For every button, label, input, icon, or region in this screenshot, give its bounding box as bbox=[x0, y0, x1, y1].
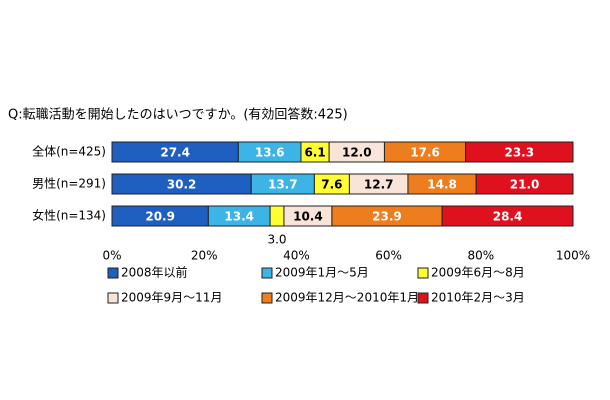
value-label: 6.1 bbox=[304, 146, 325, 160]
value-label: 12.7 bbox=[364, 178, 394, 192]
legend-label: 2009年1月～5月 bbox=[275, 266, 369, 280]
x-tick-label: 80% bbox=[467, 249, 494, 263]
value-label: 20.9 bbox=[145, 210, 175, 224]
x-tick-label: 0% bbox=[102, 249, 121, 263]
value-label: 13.7 bbox=[268, 178, 298, 192]
category-label: 全体(n=425) bbox=[32, 144, 106, 159]
x-tick-label: 20% bbox=[191, 249, 218, 263]
chart-title: Q:転職活動を開始したのはいつですか。(有効回答数:425) bbox=[8, 107, 348, 123]
legend-label: 2010年2月～3月 bbox=[431, 291, 525, 305]
value-label: 7.6 bbox=[321, 178, 342, 192]
value-label: 30.2 bbox=[167, 178, 197, 192]
bar-segment bbox=[441, 205, 574, 227]
bar-segment bbox=[475, 173, 574, 195]
legend-swatch bbox=[261, 292, 273, 304]
value-label: 17.6 bbox=[410, 146, 440, 160]
x-tick-label: 60% bbox=[375, 249, 402, 263]
category-label: 女性(n=134) bbox=[32, 208, 106, 223]
value-label: 28.4 bbox=[493, 210, 523, 224]
value-label: 3.0 bbox=[267, 233, 286, 247]
legend-swatch bbox=[417, 267, 429, 279]
x-tick-label: 40% bbox=[283, 249, 310, 263]
legend-swatch bbox=[417, 292, 429, 304]
legend-swatch bbox=[107, 292, 119, 304]
bar-segment bbox=[269, 205, 285, 227]
legend-label: 2008年以前 bbox=[121, 265, 188, 280]
value-label: 12.0 bbox=[342, 146, 372, 160]
value-label: 23.3 bbox=[504, 146, 534, 160]
value-label: 23.9 bbox=[372, 210, 402, 224]
legend-label: 2009年6月～8月 bbox=[431, 266, 525, 280]
value-label: 13.6 bbox=[255, 146, 285, 160]
value-label: 10.4 bbox=[293, 210, 323, 224]
x-tick-label: 100% bbox=[556, 249, 590, 263]
value-label: 14.8 bbox=[427, 178, 457, 192]
legend-label: 2009年12月～2010年1月 bbox=[275, 291, 419, 305]
value-label: 21.0 bbox=[510, 178, 540, 192]
legend-label: 2009年9月～11月 bbox=[121, 291, 222, 305]
bar-segment bbox=[465, 141, 574, 163]
legend-swatch bbox=[261, 267, 273, 279]
legend-swatch bbox=[107, 267, 119, 279]
value-label: 13.4 bbox=[224, 210, 254, 224]
category-label: 男性(n=291) bbox=[32, 177, 106, 191]
value-label: 27.4 bbox=[160, 146, 190, 160]
